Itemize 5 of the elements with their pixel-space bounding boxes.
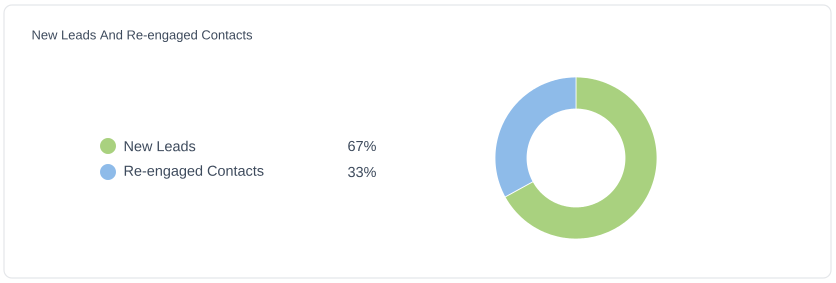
legend-label: New Leads <box>124 140 196 152</box>
data-label: 33% <box>348 166 376 178</box>
data-label: 67% <box>348 140 376 152</box>
legend-label: Re-engaged Contacts <box>124 165 264 179</box>
chart-title: New Leads And Re-engaged Contacts <box>32 30 252 42</box>
